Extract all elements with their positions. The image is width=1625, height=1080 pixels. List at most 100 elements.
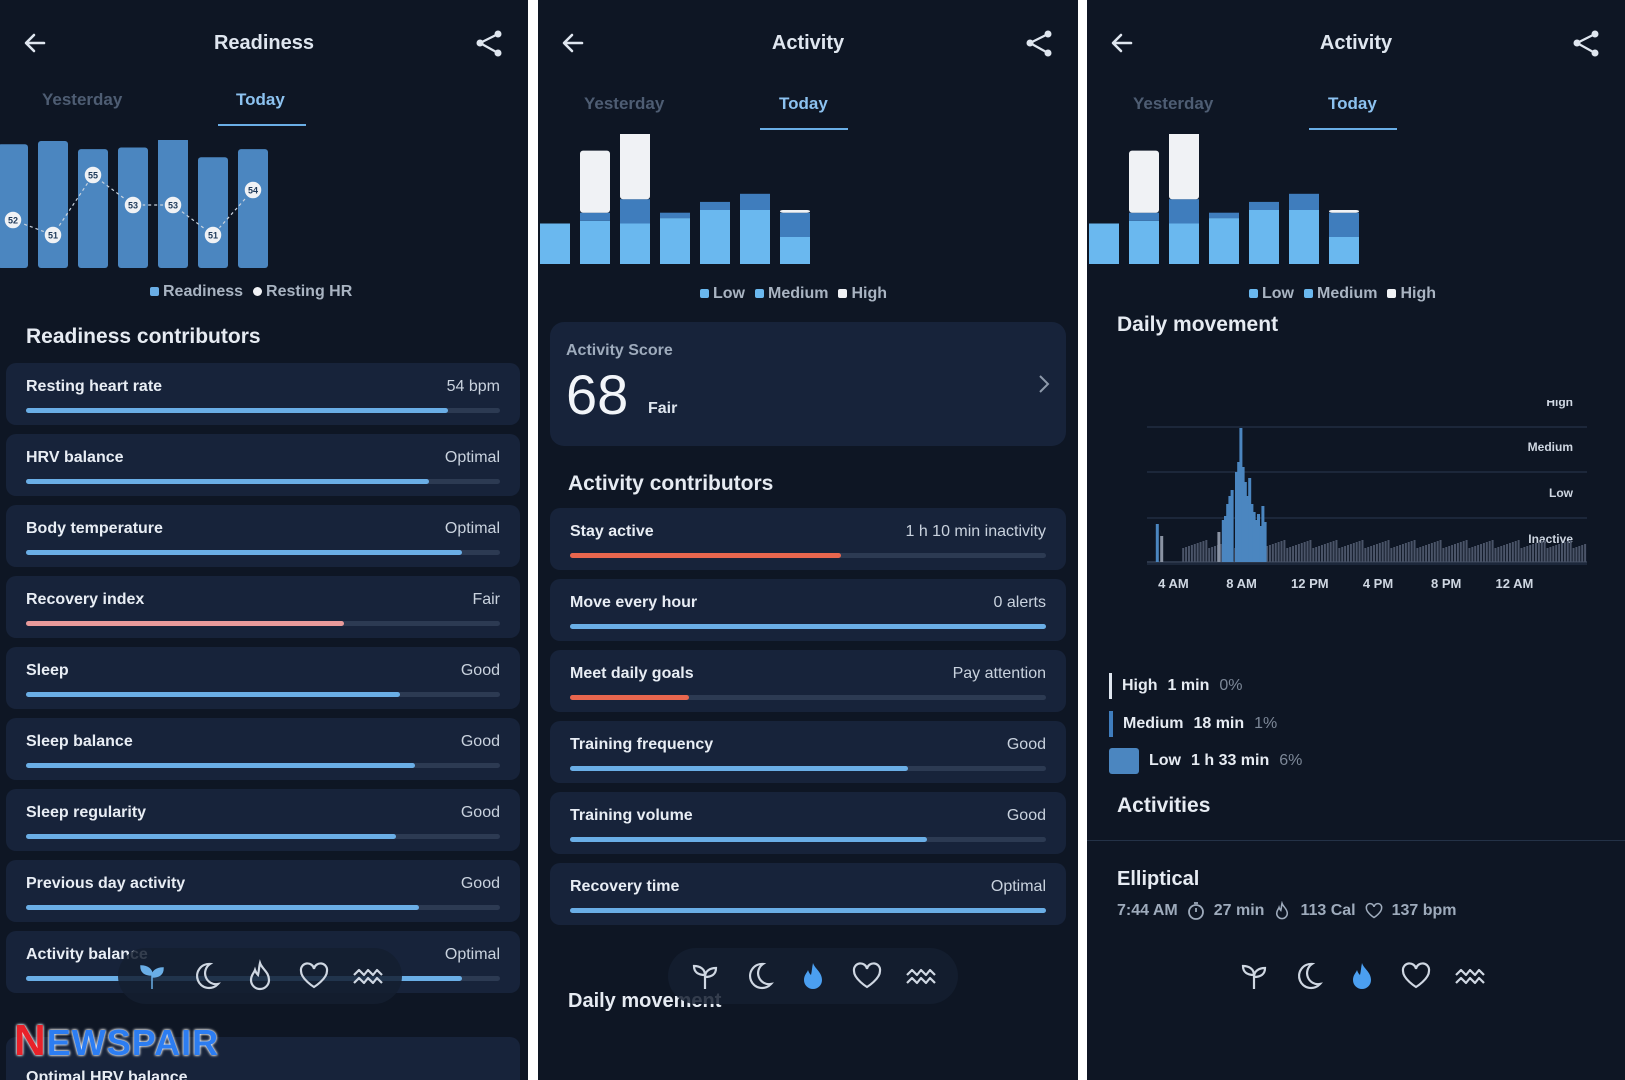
inactive-tick: [1523, 547, 1526, 562]
inactive-tick: [1506, 544, 1509, 562]
contributor-card[interactable]: Training frequency Good: [550, 721, 1066, 783]
waves-icon[interactable]: [1453, 959, 1487, 993]
share-icon[interactable]: [472, 26, 506, 60]
contributor-card[interactable]: Sleep regularity Good: [6, 789, 520, 851]
inactive-tick: [1190, 545, 1193, 562]
inactive-tick: [1277, 542, 1280, 562]
chart-legend: Low Medium High: [700, 285, 887, 303]
contributor-label: Sleep: [26, 662, 69, 679]
bar-segment-low: [620, 223, 650, 264]
back-arrow-icon[interactable]: [18, 26, 52, 60]
contributor-value: 54 bpm: [446, 378, 500, 395]
contributor-progress-fill: [570, 695, 689, 700]
tab-today[interactable]: Today: [1328, 94, 1377, 113]
contributor-card[interactable]: Previous day activity Good: [6, 860, 520, 922]
inactive-tick: [1347, 545, 1350, 562]
resting-hr-label: 53: [128, 201, 138, 211]
inactive-tick: [1268, 545, 1271, 562]
activity-chart: [540, 134, 810, 264]
waves-icon[interactable]: [351, 959, 385, 993]
contributor-progress-fill: [570, 908, 1046, 913]
moon-icon[interactable]: [189, 959, 223, 993]
summary-percent: 1%: [1254, 715, 1278, 732]
moon-icon[interactable]: [742, 959, 776, 993]
heart-icon[interactable]: [1399, 959, 1433, 993]
contributor-card[interactable]: Training volume Good: [550, 792, 1066, 854]
contributor-progress-fill: [570, 837, 927, 842]
contributor-card[interactable]: Body temperature Optimal: [6, 505, 520, 567]
bar-segment-high: [1129, 150, 1159, 213]
share-icon[interactable]: [1569, 26, 1603, 60]
inactive-tick: [1381, 542, 1384, 562]
flame-icon[interactable]: [1345, 959, 1379, 993]
x-tick-label: 4 AM: [1158, 576, 1189, 591]
sprout-icon[interactable]: [688, 959, 722, 993]
inactive-tick: [1410, 541, 1413, 562]
activity-calories: 113 Cal: [1300, 902, 1356, 919]
tab-yesterday[interactable]: Yesterday: [584, 94, 665, 113]
activity-score-card[interactable]: Activity Score 68 Fair: [550, 322, 1066, 446]
contributor-progress-fill: [26, 479, 429, 484]
inactive-tick: [1182, 548, 1185, 562]
contributor-card[interactable]: Stay active 1 h 10 min inactivity: [550, 508, 1066, 570]
waves-icon[interactable]: [904, 959, 938, 993]
contributor-card[interactable]: Resting heart rate 54 bpm: [6, 363, 520, 425]
tab-yesterday[interactable]: Yesterday: [42, 90, 123, 109]
inactive-tick: [1566, 541, 1569, 562]
movement-bar: [1250, 504, 1254, 562]
high-swatch: [1109, 673, 1112, 699]
contributor-card[interactable]: Recovery time Optimal: [550, 863, 1066, 925]
flame-icon[interactable]: [796, 959, 830, 993]
flame-icon[interactable]: [243, 959, 277, 993]
contributor-progress-track: [570, 624, 1046, 629]
top-bar: Activity: [1087, 22, 1625, 66]
inactive-tick: [1558, 544, 1561, 562]
sprout-icon[interactable]: [1237, 959, 1271, 993]
inactive-tick: [1364, 548, 1367, 562]
bar-segment-low: [1249, 210, 1279, 264]
movement-bar: [1226, 504, 1230, 562]
activity-name[interactable]: Elliptical: [1117, 868, 1200, 890]
heart-icon[interactable]: [850, 959, 884, 993]
back-arrow-icon[interactable]: [1105, 26, 1139, 60]
inactive-tick: [1514, 541, 1517, 562]
heart-icon[interactable]: [297, 959, 331, 993]
movement-bar: [1243, 482, 1247, 562]
contributor-value: Good: [460, 662, 500, 679]
contributor-card[interactable]: Sleep Good: [6, 647, 520, 709]
inactive-tick: [1361, 540, 1364, 562]
inactive-tick: [1534, 543, 1537, 562]
contributor-card[interactable]: Move every hour 0 alerts: [550, 579, 1066, 641]
sprout-icon[interactable]: [135, 959, 169, 993]
level-label: Medium: [1528, 440, 1573, 454]
share-icon[interactable]: [1022, 26, 1056, 60]
resting-hr-label: 54: [248, 186, 258, 196]
moon-icon[interactable]: [1291, 959, 1325, 993]
contributor-card[interactable]: Sleep balance Good: [6, 718, 520, 780]
inactive-tick: [1393, 547, 1396, 562]
page-title: Readiness: [213, 32, 315, 54]
inactive-tick: [1326, 543, 1329, 562]
bar-segment-low: [740, 210, 770, 264]
inactive-tick: [1459, 542, 1462, 562]
contributor-card[interactable]: Recovery index Fair: [6, 576, 520, 638]
contributor-card[interactable]: Meet daily goals Pay attention: [550, 650, 1066, 712]
inactive-tick: [1341, 547, 1344, 562]
resting-hr-label: 51: [208, 231, 218, 241]
back-arrow-icon[interactable]: [556, 26, 590, 60]
inactive-tick: [1320, 545, 1323, 562]
contributor-card[interactable]: HRV balance Optimal: [6, 434, 520, 496]
bar-segment-medium: [740, 193, 770, 210]
activity-heart-rate: 137 bpm: [1391, 902, 1457, 919]
movement-bar: [1224, 516, 1227, 562]
bar-segment-low: [580, 220, 610, 264]
tab-today[interactable]: Today: [236, 90, 285, 109]
inactive-tick: [1271, 544, 1274, 562]
bar-segment-medium: [660, 212, 690, 219]
bar-segment-medium: [700, 201, 730, 210]
tab-yesterday[interactable]: Yesterday: [1133, 94, 1214, 113]
tab-today[interactable]: Today: [779, 94, 828, 113]
activity-chart: [1089, 134, 1359, 264]
resting-hr-point: [123, 195, 143, 215]
